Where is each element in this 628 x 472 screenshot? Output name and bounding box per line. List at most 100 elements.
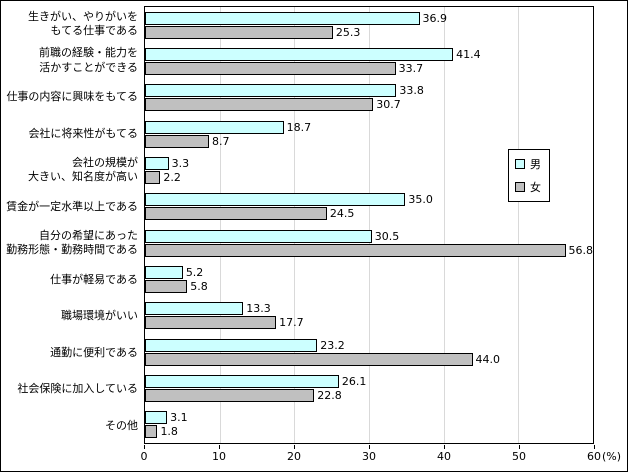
bar-row: 22.8 — [145, 388, 593, 402]
bar-value-label: 30.5 — [374, 229, 400, 243]
bar-row: 13.3 — [145, 302, 593, 316]
tick-label: 20 — [286, 450, 301, 463]
bar-value-label: 5.8 — [190, 279, 208, 293]
bar-male — [145, 120, 284, 134]
bar-value-label: 36.9 — [422, 11, 448, 25]
gridline — [294, 7, 296, 443]
bar-female — [145, 134, 209, 148]
bar-value-label: 22.8 — [317, 388, 342, 402]
bar-value-label: 44.0 — [475, 352, 501, 366]
bar-group: 30.5 56.8 — [145, 225, 593, 261]
category-label: 生きがい、やりがいを もてる仕事である — [28, 9, 138, 38]
bar-value-label: 5.2 — [185, 265, 204, 279]
bar-male — [145, 11, 420, 25]
legend: 男 女 — [508, 149, 550, 202]
tick-label: 30 — [362, 450, 376, 463]
bar-row: 35.0 — [145, 193, 593, 207]
gridline — [518, 7, 520, 443]
bar-group: 41.4 33.7 — [145, 43, 593, 79]
category-label: 職場環境がいい — [61, 309, 138, 323]
category-label: 仕事が軽易である — [50, 272, 138, 286]
bar-row: 5.8 — [145, 279, 593, 293]
bar-row: 3.1 — [145, 411, 593, 425]
gridline — [443, 7, 445, 443]
gridline — [219, 7, 221, 443]
tick-mark — [293, 445, 295, 449]
bar-female — [145, 316, 277, 330]
bar-row: 23.2 — [145, 338, 593, 352]
bar-value-label: 17.7 — [279, 316, 304, 330]
tick-mark — [218, 445, 220, 449]
tick-label: 60 — [587, 450, 601, 463]
category-label: 賃金が一定水準以上である — [6, 199, 138, 213]
category-label: 会社に将来性がもてる — [28, 126, 138, 140]
bar-male — [145, 338, 318, 352]
category-label: 仕事の内容に興味をもてる — [6, 90, 138, 104]
bar-group: 23.2 44.0 — [145, 334, 593, 370]
bar-row: 36.9 — [145, 11, 593, 25]
bar-value-label: 3.3 — [171, 156, 190, 170]
bar-male — [145, 84, 397, 98]
bar-female — [145, 352, 473, 366]
tick-mark — [594, 445, 595, 449]
bar-row: 1.8 — [145, 425, 593, 439]
bar-male — [145, 229, 372, 243]
gridline — [369, 7, 370, 443]
bar-group: 35.0 24.5 — [145, 189, 593, 225]
bar-female — [145, 279, 188, 293]
bar-value-label: 13.3 — [246, 302, 271, 316]
bar-male — [145, 193, 406, 207]
bar-row: 17.7 — [145, 316, 593, 330]
bar-group: 18.7 8.7 — [145, 116, 593, 152]
category-label: 会社の規模が 大きい、知名度が高い — [28, 155, 138, 184]
bar-female — [145, 61, 396, 75]
bar-value-label: 23.2 — [320, 338, 345, 352]
category-label: その他 — [105, 418, 138, 432]
legend-item-male: 男 — [515, 156, 541, 172]
bar-value-label: 26.1 — [341, 374, 367, 388]
bar-row: 3.3 — [145, 156, 593, 170]
legend-label-female: 女 — [530, 181, 541, 194]
category-label: 通勤に便利である — [50, 345, 138, 359]
tick-label: 10 — [211, 450, 226, 463]
bar-group: 3.1 1.8 — [145, 407, 593, 443]
bar-female — [145, 243, 566, 257]
bar-row: 30.5 — [145, 229, 593, 243]
bar-value-label: 3.1 — [170, 411, 188, 425]
bar-group: 36.9 25.3 — [145, 7, 593, 43]
bar-value-label: 1.8 — [160, 425, 178, 439]
legend-item-female: 女 — [515, 179, 541, 195]
bar-value-label: 8.7 — [211, 134, 230, 148]
category-axis: 生きがい、やりがいを もてる仕事である 前職の経験・能力を 活かすことができる 仕事… — [3, 6, 142, 444]
bar-row: 44.0 — [145, 352, 593, 366]
bar-value-label: 30.7 — [376, 98, 401, 112]
bar-male — [145, 47, 454, 61]
bar-value-label: 2.2 — [163, 170, 181, 184]
bar-value-label: 24.5 — [329, 207, 355, 221]
axis-unit-label: (%) — [602, 450, 622, 463]
bar-male — [145, 302, 244, 316]
tick-mark — [519, 445, 520, 449]
legend-label-male: 男 — [530, 158, 541, 171]
bar-female — [145, 207, 327, 221]
bar-row: 33.7 — [145, 61, 593, 75]
bar-group: 26.1 22.8 — [145, 370, 593, 406]
tick-label: 50 — [512, 450, 526, 463]
bar-value-label: 33.8 — [399, 84, 424, 98]
tick-mark — [443, 445, 445, 449]
category-label: 社会保険に加入している — [17, 382, 138, 396]
legend-swatch-male — [515, 159, 525, 169]
bar-value-label: 35.0 — [408, 193, 433, 207]
bar-group: 3.3 2.2 — [145, 152, 593, 188]
bar-groups: 36.9 25.3 41.4 33.7 33.8 30.7 18.7 8.7 3.3 2.2 35.… — [145, 7, 593, 443]
bar-row: 8.7 — [145, 134, 593, 148]
tick-label: 0 — [140, 450, 148, 463]
tick-label: 40 — [436, 450, 451, 463]
gridlines — [145, 7, 593, 443]
bar-row: 41.4 — [145, 47, 593, 61]
tick-mark — [144, 445, 145, 449]
bar-value-label: 33.7 — [398, 61, 424, 75]
bar-row: 2.2 — [145, 170, 593, 184]
bar-male — [145, 156, 169, 170]
